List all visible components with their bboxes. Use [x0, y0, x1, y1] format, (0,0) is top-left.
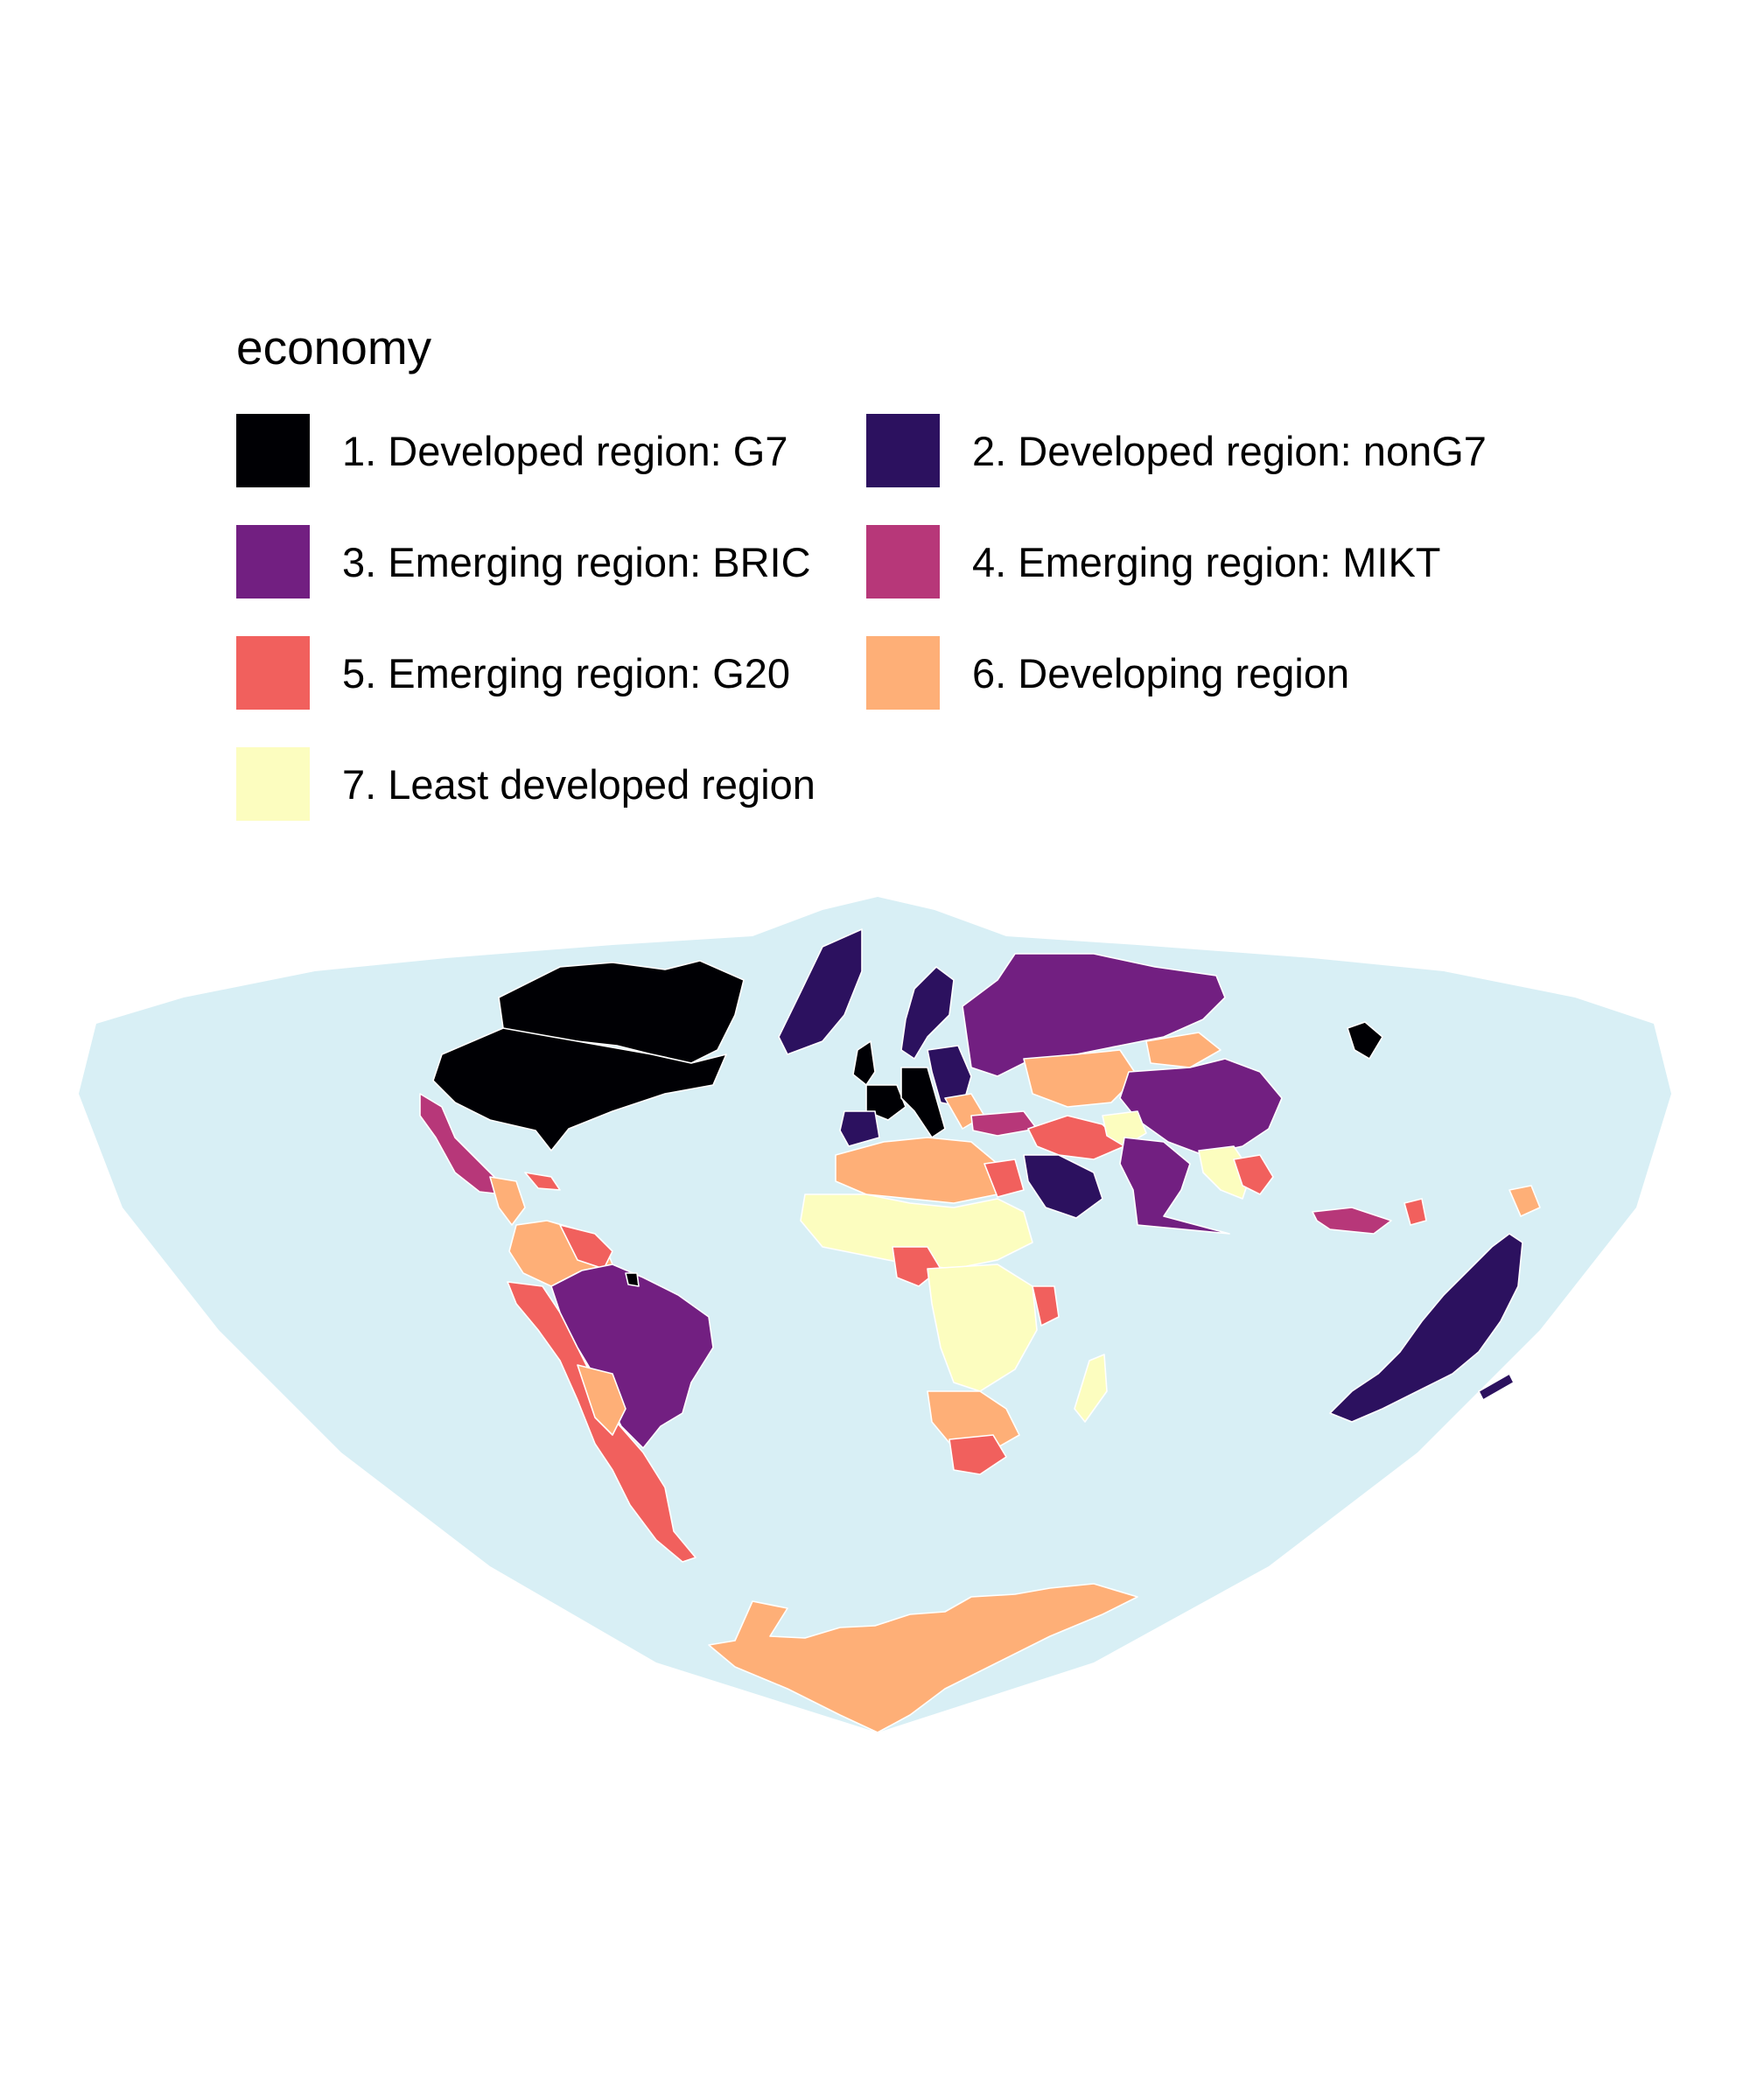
country-new-zealand	[1478, 1373, 1515, 1401]
legend-item-bric: 3. Emerging region: BRIC	[236, 525, 866, 598]
country-saudi-arabia	[1023, 1154, 1103, 1219]
legend-label-mikt: 4. Emerging region: MIKT	[972, 538, 1441, 585]
legend-item-nong7: 2. Developed region: nonG7	[866, 414, 1496, 487]
country-egypt	[984, 1158, 1025, 1198]
country-germany-italy	[900, 1067, 946, 1138]
country-france	[865, 1084, 906, 1121]
legend-label-bric: 3. Emerging region: BRIC	[342, 538, 811, 585]
country-bolivia-paraguay	[577, 1364, 626, 1436]
legend-swatch-nong7	[866, 414, 940, 487]
legend-label-developing: 6. Developing region	[972, 649, 1350, 696]
country-middle-east	[1027, 1115, 1125, 1160]
country-southern-africa	[927, 1390, 1020, 1453]
world-map-svg	[79, 897, 1671, 1733]
legend-swatch-bric	[236, 525, 310, 598]
legend-label-g7: 1. Developed region: G7	[342, 427, 788, 474]
legend-swatch-g7	[236, 414, 310, 487]
legend-swatch-g20	[236, 636, 310, 710]
country-scandinavia	[900, 966, 955, 1060]
country-turkey	[970, 1110, 1038, 1137]
country-greenland	[778, 928, 863, 1055]
country-india	[1119, 1137, 1230, 1235]
country-australia	[1329, 1233, 1523, 1423]
legend-item-developing: 6. Developing region	[866, 636, 1496, 710]
country-spain	[839, 1110, 880, 1147]
country-uk	[852, 1040, 876, 1086]
country-cuba	[524, 1172, 561, 1191]
country-japan-korea	[1347, 1021, 1383, 1060]
legend-label-g20: 5. Emerging region: G20	[342, 649, 791, 696]
legend-item-g20: 5. Emerging region: G20	[236, 636, 866, 710]
legend-swatch-least-developed	[236, 747, 310, 821]
country-madagascar	[1074, 1354, 1108, 1423]
legend-swatch-mikt	[866, 525, 940, 598]
country-antarctica	[708, 1583, 1138, 1733]
country-thailand-vietnam	[1233, 1154, 1274, 1195]
country-venezuela	[559, 1224, 613, 1270]
legend-title: economy	[236, 320, 432, 374]
country-mongolia	[1145, 1032, 1222, 1068]
legend-swatch-developing	[866, 636, 940, 710]
legend-items: 1. Developed region: G7 2. Developed reg…	[236, 414, 1549, 821]
country-central-america	[489, 1176, 526, 1226]
legend-label-least-developed: 7. Least developed region	[342, 760, 816, 808]
world-map	[0, 866, 1750, 1759]
country-papua	[1508, 1185, 1541, 1217]
map-legend: economy 1. Developed region: G7 2. Devel…	[236, 324, 1549, 821]
legend-item-g7: 1. Developed region: G7	[236, 414, 866, 487]
legend-item-mikt: 4. Emerging region: MIKT	[866, 525, 1496, 598]
country-usa	[432, 1027, 727, 1152]
legend-item-least-developed: 7. Least developed region	[236, 747, 866, 821]
country-sahel	[800, 1194, 1033, 1270]
country-indonesia	[1312, 1207, 1392, 1235]
country-kenya	[1032, 1285, 1060, 1326]
country-south-africa	[948, 1434, 1007, 1475]
country-french-guiana	[625, 1272, 640, 1287]
country-central-africa	[927, 1264, 1038, 1392]
legend-label-nong7: 2. Developed region: nonG7	[972, 427, 1487, 474]
country-philippines	[1404, 1198, 1427, 1226]
country-russia	[962, 953, 1226, 1077]
